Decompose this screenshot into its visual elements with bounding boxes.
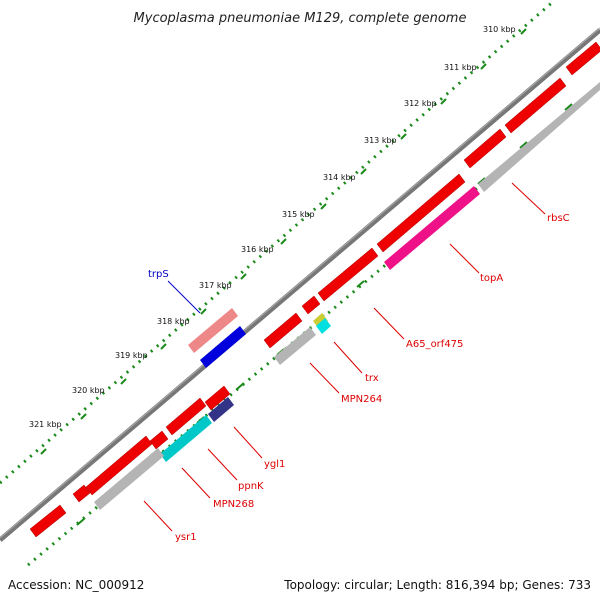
gene-label-topA[interactable]: topA	[480, 273, 503, 284]
gene-label-rbsC[interactable]: rbsC	[547, 213, 570, 224]
cds-feature[interactable]	[463, 128, 507, 169]
tick-label: 315 kbp	[282, 210, 315, 219]
trx-feature[interactable]	[316, 318, 331, 334]
sequence-backbone	[0, 28, 600, 542]
cds-feature[interactable]	[301, 295, 321, 315]
gene-labels: rbsC topA A65_orf475 trx MPN264 ygl1 ppn…	[148, 213, 570, 543]
gene-label-trpS[interactable]: trpS	[148, 269, 169, 280]
gene-label-MPN268[interactable]: MPN268	[213, 499, 254, 510]
cds-feature[interactable]	[263, 312, 303, 349]
genome-summary-text: Topology: circular; Length: 816,394 bp; …	[284, 578, 591, 592]
gene-label-ysr1[interactable]: ysr1	[175, 532, 197, 543]
accession-text: Accession: NC_000912	[8, 578, 145, 592]
tick-label: 318 kbp	[157, 317, 190, 326]
MPN264-feature[interactable]	[274, 327, 316, 365]
cds-feature[interactable]	[72, 484, 91, 503]
topA-feature[interactable]	[384, 186, 480, 270]
gene-label-MPN264[interactable]: MPN264	[341, 394, 382, 405]
MPN268-feature[interactable]	[94, 448, 164, 510]
tick-label: 317 kbp	[199, 281, 232, 290]
cds-feature[interactable]	[504, 77, 567, 134]
tick-label: 310 kbp	[483, 25, 516, 34]
cds-feature[interactable]	[29, 504, 67, 538]
label-leaders	[143, 182, 546, 532]
gene-feature[interactable]	[478, 82, 600, 192]
gene-label-A65_orf475[interactable]: A65_orf475	[406, 339, 463, 350]
trpS-leader	[167, 280, 201, 314]
gene-label-ygl1[interactable]: ygl1	[264, 459, 285, 470]
cds-feature[interactable]	[85, 435, 153, 496]
tick-label: 320 kbp	[72, 386, 105, 395]
outer-ruler-ticks	[40, 28, 527, 455]
tick-label: 316 kbp	[241, 245, 274, 254]
tick-label: 312 kbp	[404, 99, 437, 108]
cds-feature[interactable]	[165, 397, 207, 436]
tick-labels: 310 kbp 311 kbp 312 kbp 313 kbp 314 kbp …	[29, 25, 516, 429]
cds-feature[interactable]	[317, 247, 379, 302]
ppnK-feature[interactable]	[160, 415, 212, 462]
forward-cds-track	[29, 41, 600, 538]
feature-track	[94, 82, 600, 510]
gene-label-ppnK[interactable]: ppnK	[238, 481, 264, 492]
ygl1-feature[interactable]	[208, 397, 234, 422]
gene-label-trx[interactable]: trx	[365, 373, 379, 384]
tick-label: 321 kbp	[29, 420, 62, 429]
cds-feature[interactable]	[204, 385, 231, 411]
outer-ruler	[0, 0, 556, 485]
tick-label: 311 kbp	[444, 63, 477, 72]
trx-feature-top[interactable]	[313, 313, 328, 329]
tick-label: 319 kbp	[115, 351, 148, 360]
cds-feature[interactable]	[149, 430, 169, 450]
tick-label: 314 kbp	[323, 173, 356, 182]
cds-feature[interactable]	[565, 41, 600, 76]
tick-label: 313 kbp	[364, 136, 397, 145]
trpS-feature[interactable]	[200, 326, 246, 368]
cds-feature[interactable]	[376, 173, 466, 253]
map-title: Mycoplasma pneumoniae M129, complete gen…	[134, 11, 467, 26]
trpS-rna-feature[interactable]	[188, 308, 238, 353]
